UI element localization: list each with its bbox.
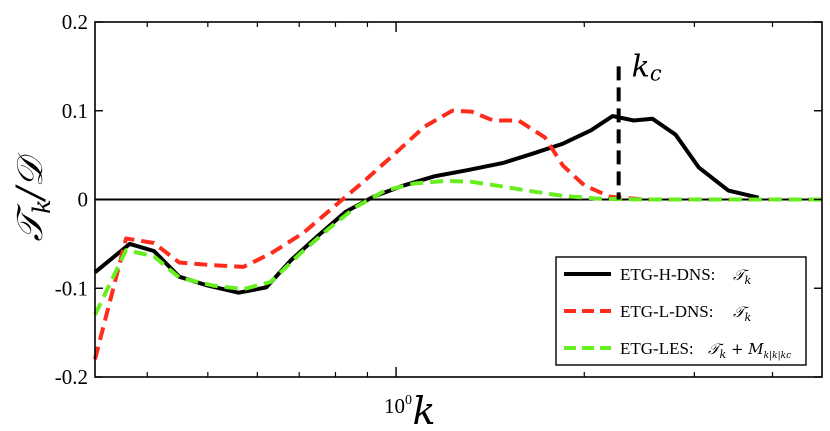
kc-label-main: k [632,49,650,84]
kc-marker-layer: kc [616,49,662,200]
y-tick-label: 0.1 [62,99,88,123]
y-tick-label: -0.2 [55,365,88,389]
kc-label-sub: c [650,61,662,85]
x-tick-label: 100 [384,393,412,418]
y-tick-label: 0.2 [62,10,88,34]
legend-name: ETG-H-DNS: [620,265,715,284]
legend-name: ETG-L-DNS: [620,302,713,321]
series-line-etg-les [93,178,822,316]
x-tick-exp: 0 [405,393,412,408]
x-tick-base: 10 [384,394,405,418]
legend-expr-sub: k [745,274,752,287]
legend-expr-sub: k [745,311,752,324]
kc-label: kc [632,49,662,85]
legend-label: ETG-LES: [620,339,694,358]
ticks-layer [95,21,822,378]
legend-label: ETG-L-DNS: [620,302,713,321]
legend-extra-sub: k|k|kc [764,351,791,361]
y-axis-label-sub: k [28,199,56,214]
legend-name: ETG-LES: [620,339,694,358]
legend-expr-sub: k [720,348,727,361]
series-line-etg-l-dns [93,108,822,360]
x-axis-label: k [412,389,435,431]
y-tick-label: -0.1 [55,276,88,300]
y-tick-label: 0 [78,188,89,212]
y-axis-label-rest: /𝒟 [10,152,51,202]
series-layer [93,108,822,360]
y-axis-label: 𝒯k/𝒟 [10,152,56,241]
legend-label: ETG-H-DNS: [620,265,715,284]
legend-extra: + M [726,340,764,358]
